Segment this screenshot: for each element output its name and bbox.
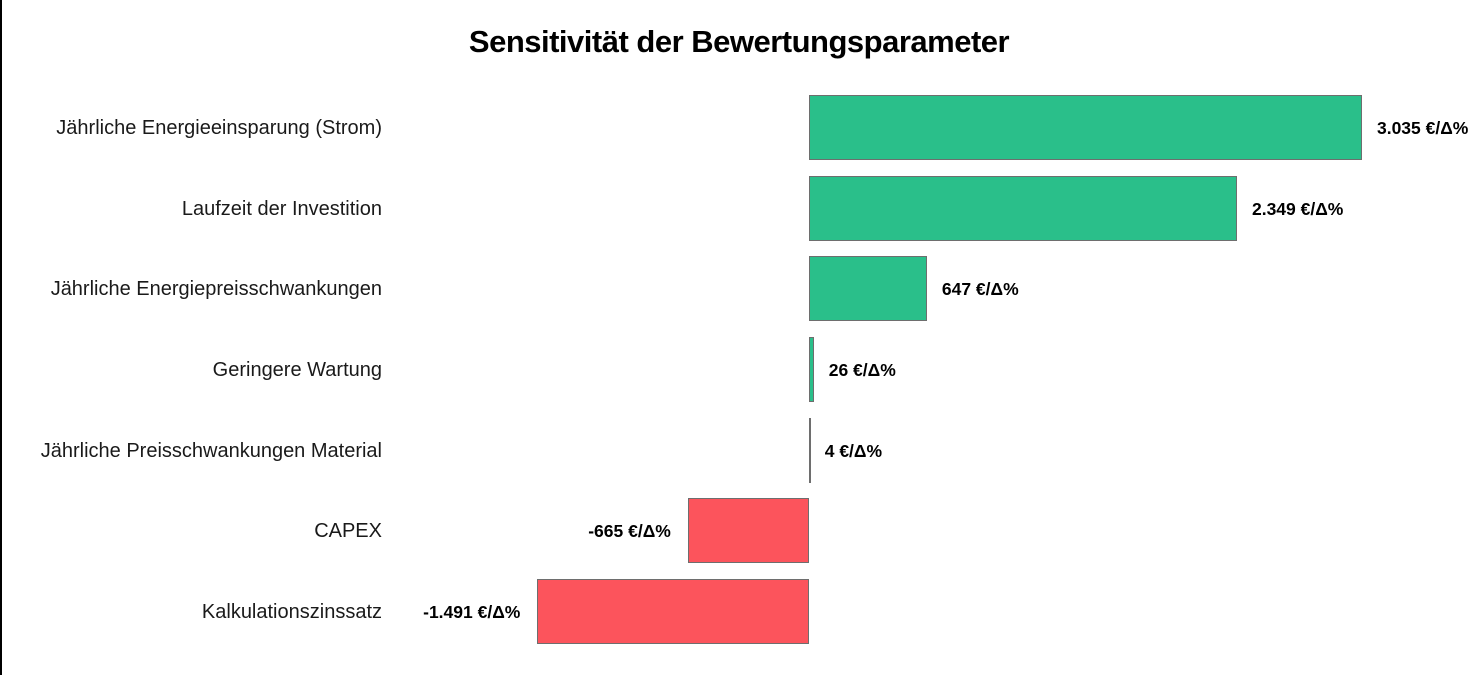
category-label: CAPEX — [314, 519, 382, 542]
chart-title: Sensitivität der Bewertungsparameter — [468, 24, 1010, 59]
value-label: 4 €/Δ% — [824, 440, 883, 461]
category-label: Kalkulationszinssatz — [201, 600, 382, 623]
bar-positive — [809, 337, 814, 402]
value-label: -665 €/Δ% — [588, 520, 671, 541]
category-label: Laufzeit der Investition — [181, 197, 382, 220]
category-label: Jährliche Energieeinsparung (Strom) — [56, 116, 382, 139]
bar-positive — [809, 418, 811, 483]
value-label: 2.349 €/Δ% — [1251, 198, 1344, 219]
bar-positive — [809, 95, 1362, 160]
value-label: 3.035 €/Δ% — [1376, 117, 1469, 138]
value-label: -1.491 €/Δ% — [423, 601, 521, 622]
bar-positive — [809, 176, 1237, 241]
value-label: 26 €/Δ% — [828, 359, 896, 380]
bar-negative — [687, 498, 809, 563]
bar-positive — [809, 256, 927, 321]
category-label: Jährliche Energiepreisschwankungen — [50, 277, 382, 300]
category-label: Jährliche Preisschwankungen Material — [40, 439, 382, 462]
value-label: 647 €/Δ% — [941, 278, 1019, 299]
bar-negative — [537, 579, 809, 644]
category-label: Geringere Wartung — [212, 358, 382, 381]
